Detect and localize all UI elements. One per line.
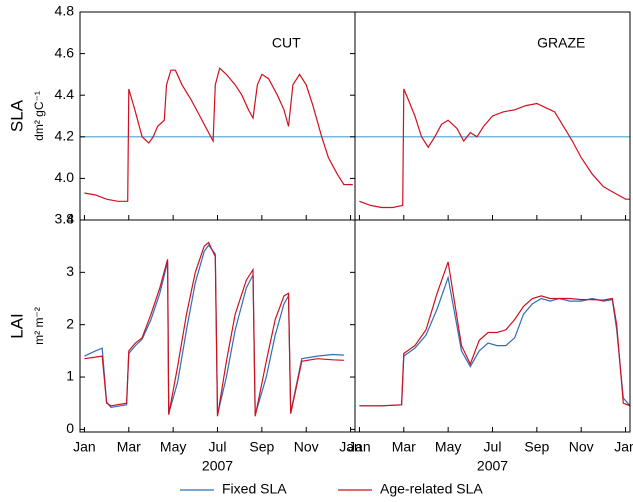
legend-label: Fixed SLA xyxy=(222,481,287,497)
series-line xyxy=(84,241,344,417)
series-line xyxy=(359,261,630,407)
x-tick-label: Sep xyxy=(249,439,274,455)
y-tick-label: 4.6 xyxy=(55,44,75,60)
x-tick-label: Mar xyxy=(117,439,141,455)
y-axis-label: SLA xyxy=(7,99,26,132)
y-tick-label: 0 xyxy=(66,420,74,436)
x-tick-label: Jan xyxy=(73,439,96,455)
y-axis-unit: dm² gC⁻¹ xyxy=(32,91,46,141)
y-tick-label: 4.0 xyxy=(55,169,75,185)
y-tick-label: 1 xyxy=(66,368,74,384)
series-line xyxy=(84,244,344,415)
x-tick-label: May xyxy=(435,439,461,455)
y-tick-label: 3.8 xyxy=(55,211,75,227)
x-tick-label: Jan xyxy=(614,439,633,455)
y-tick-label: 4.4 xyxy=(55,86,75,102)
x-axis-label: 2007 xyxy=(477,458,508,474)
x-axis-label: 2007 xyxy=(202,458,233,474)
x-tick-label: Jan xyxy=(339,439,362,455)
y-tick-label: 2 xyxy=(66,315,74,331)
x-tick-label: Nov xyxy=(569,439,594,455)
x-tick-label: Jul xyxy=(484,439,502,455)
y-tick-label: 4.2 xyxy=(55,128,75,144)
x-tick-label: May xyxy=(160,439,186,455)
x-tick-label: Sep xyxy=(524,439,549,455)
x-tick-label: Jan xyxy=(348,439,371,455)
y-axis-unit: m² m⁻² xyxy=(32,307,46,345)
x-tick-label: Mar xyxy=(392,439,416,455)
series-line xyxy=(84,67,353,202)
x-tick-label: Jul xyxy=(209,439,227,455)
y-tick-label: 4 xyxy=(66,211,74,227)
y-tick-label: 3 xyxy=(66,263,74,279)
panel-label: GRAZE xyxy=(537,35,585,51)
panel-label: CUT xyxy=(272,35,301,51)
x-tick-label: Nov xyxy=(294,439,319,455)
series-line xyxy=(359,275,630,407)
y-axis-label: LAI xyxy=(7,313,26,339)
plot-frame xyxy=(354,219,631,433)
plot-frame xyxy=(79,11,356,221)
y-tick-label: 4.8 xyxy=(55,3,75,19)
legend-label: Age-related SLA xyxy=(380,481,483,497)
series-line xyxy=(359,88,630,209)
